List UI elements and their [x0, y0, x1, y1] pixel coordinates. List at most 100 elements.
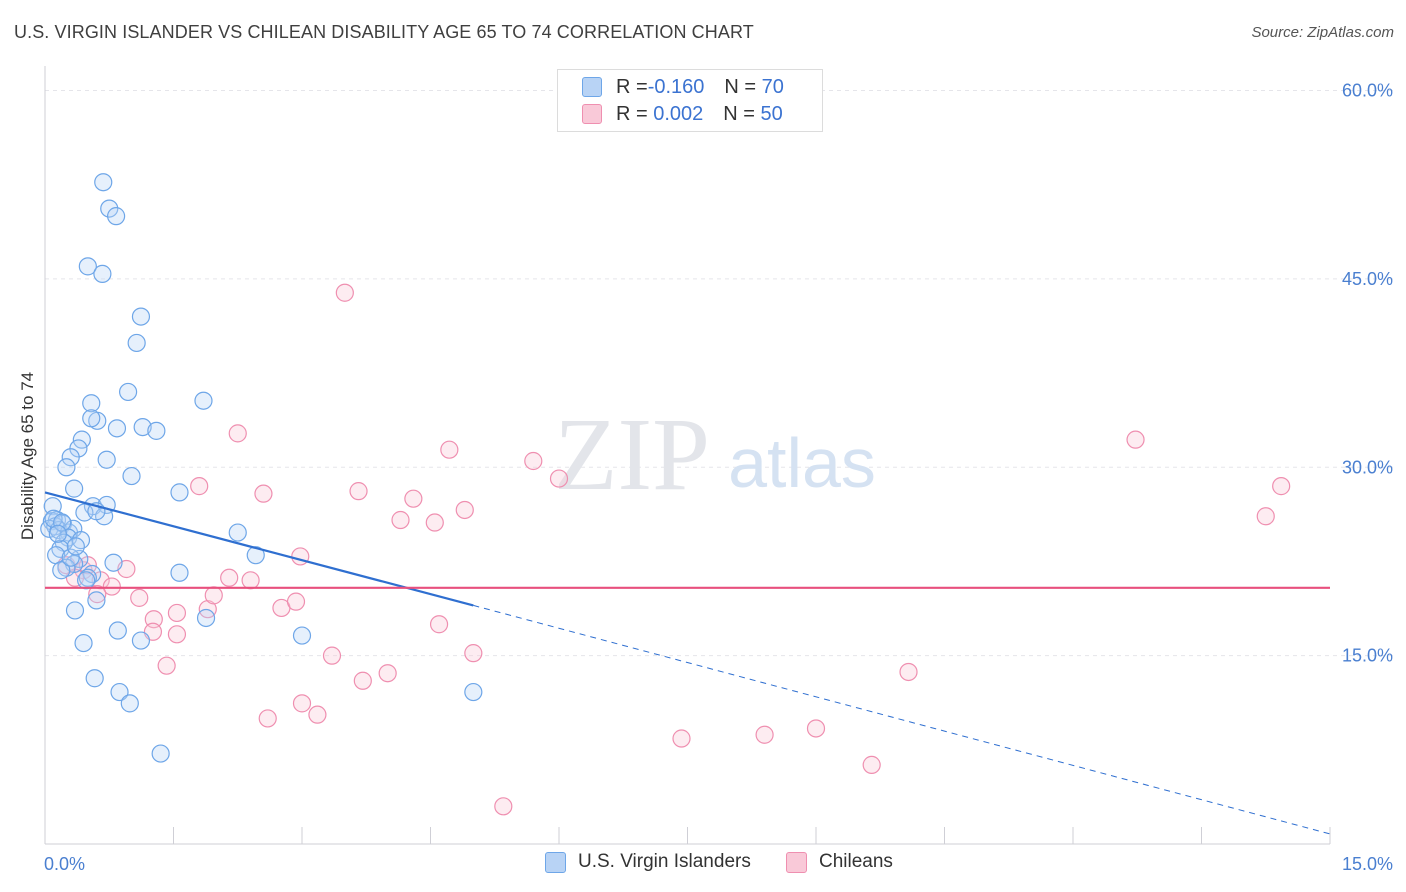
us-virgin-islanders-point — [108, 621, 127, 640]
chileans-point — [494, 797, 513, 816]
legend-item-us-virgin-islanders: U.S. Virgin Islanders — [545, 851, 751, 873]
y-tick-label: 45.0% — [1342, 269, 1393, 289]
chileans-point — [102, 577, 121, 596]
chileans-point — [862, 755, 881, 774]
y-tick-labels: 15.0% 30.0% 45.0% 60.0% — [1342, 81, 1393, 666]
legend-r-value: -0.160 — [647, 75, 705, 98]
chileans-point — [157, 656, 176, 675]
us-virgin-islanders-point — [118, 382, 138, 402]
us-virgin-islanders-trend-line — [44, 491, 474, 607]
us-virgin-islanders-point — [127, 333, 146, 353]
chileans-point — [190, 477, 209, 496]
series-us-virgin-islanders — [40, 173, 483, 763]
legend-swatch-blue — [545, 851, 566, 873]
chileans-point — [549, 469, 569, 488]
chileans-point — [404, 489, 423, 508]
y-tick-label: 30.0% — [1342, 457, 1393, 477]
chileans-point — [672, 729, 691, 748]
legend-swatch-blue — [582, 77, 602, 97]
legend-item-chileans: Chileans — [786, 851, 893, 873]
us-virgin-islanders-point — [170, 483, 189, 502]
watermark: ZIP atlas — [554, 397, 876, 512]
legend-r-label: R = — [616, 75, 648, 98]
chileans-point — [899, 662, 918, 682]
chileans-point — [88, 585, 107, 604]
us-virgin-islanders-point — [170, 563, 189, 582]
correlation-legend: R = -0.160 N = 70 R = 0.002 N = 50 — [557, 69, 823, 132]
us-virgin-islanders-point — [48, 524, 67, 543]
legend-row-pink: R = 0.002 N = 50 — [582, 102, 783, 126]
us-virgin-islanders-point — [131, 307, 151, 326]
us-virgin-islanders-point — [464, 682, 483, 702]
chileans-point — [308, 705, 327, 724]
us-virgin-islanders-point — [100, 199, 119, 218]
x-tick-label: 0.0% — [44, 854, 85, 874]
us-virgin-islanders-trend-extension — [473, 604, 1331, 835]
axes — [44, 66, 1331, 845]
chileans-point — [1126, 430, 1145, 449]
chileans-point — [464, 644, 483, 663]
chileans-point — [391, 510, 410, 530]
chileans-point — [292, 694, 312, 713]
us-virgin-islanders-point — [97, 450, 116, 469]
chileans-point — [755, 725, 774, 744]
chileans-point — [455, 500, 474, 520]
us-virgin-islanders-point — [104, 553, 123, 572]
chileans-point — [220, 568, 239, 587]
us-virgin-islanders-point — [107, 207, 126, 226]
legend-swatch-pink — [786, 851, 807, 873]
chileans-point — [349, 482, 368, 501]
us-virgin-islanders-point — [66, 537, 85, 556]
us-virgin-islanders-point — [77, 571, 96, 590]
chileans-point — [258, 709, 277, 728]
us-virgin-islanders-point — [147, 421, 166, 440]
us-virgin-islanders-point — [133, 417, 152, 437]
chileans-point — [353, 671, 372, 690]
us-virgin-islanders-point — [87, 591, 106, 610]
chileans-point — [335, 283, 354, 302]
chileans-point — [204, 586, 223, 605]
chileans-point — [167, 603, 187, 623]
us-virgin-islanders-point — [53, 513, 72, 532]
chileans-point — [429, 615, 449, 634]
chileans-point — [440, 440, 459, 459]
chart-source: Source: ZipAtlas.com — [1251, 24, 1394, 41]
watermark-atlas: atlas — [728, 424, 876, 502]
legend-row-blue: R = -0.160 N = 70 — [582, 75, 784, 99]
legend-n-label: N = — [723, 102, 761, 125]
legend-r-label: R = — [616, 102, 648, 125]
y-axis-title: Disability Age 65 to 74 — [18, 372, 37, 540]
chileans-point — [130, 588, 149, 607]
chileans-point — [254, 484, 273, 503]
us-virgin-islanders-point — [120, 694, 139, 713]
chileans-point — [167, 625, 187, 644]
chileans-point — [378, 664, 397, 683]
legend-label: U.S. Virgin Islanders — [578, 851, 751, 872]
us-virgin-islanders-point — [61, 448, 80, 467]
us-virgin-islanders-point — [246, 546, 265, 565]
us-virgin-islanders-point — [82, 409, 101, 428]
trend-lines — [44, 491, 1331, 835]
us-virgin-islanders-point — [94, 173, 113, 192]
chart-title: U.S. VIRGIN ISLANDER VS CHILEAN DISABILI… — [14, 22, 754, 42]
chileans-point — [228, 424, 247, 443]
chileans-point — [286, 592, 306, 611]
series-legend: U.S. Virgin Islanders Chileans — [0, 851, 1406, 877]
us-virgin-islanders-point — [228, 523, 247, 542]
chileans-point — [524, 451, 543, 471]
us-virgin-islanders-point — [65, 601, 85, 620]
us-virgin-islanders-point — [52, 561, 71, 580]
us-virgin-islanders-point — [292, 626, 312, 645]
us-virgin-islanders-point — [57, 458, 76, 477]
us-virgin-islanders-point — [44, 509, 63, 528]
legend-r-value: 0.002 — [647, 102, 704, 125]
chileans-point — [241, 571, 260, 590]
us-virgin-islanders-point — [57, 558, 76, 577]
watermark-zip: ZIP — [554, 397, 710, 512]
y-tick-label: 60.0% — [1342, 81, 1393, 101]
legend-n-value: 70 — [761, 75, 784, 98]
y-tick-label: 15.0% — [1342, 646, 1393, 666]
x-tick-label: 15.0% — [1342, 854, 1393, 874]
legend-swatch-pink — [582, 104, 602, 124]
